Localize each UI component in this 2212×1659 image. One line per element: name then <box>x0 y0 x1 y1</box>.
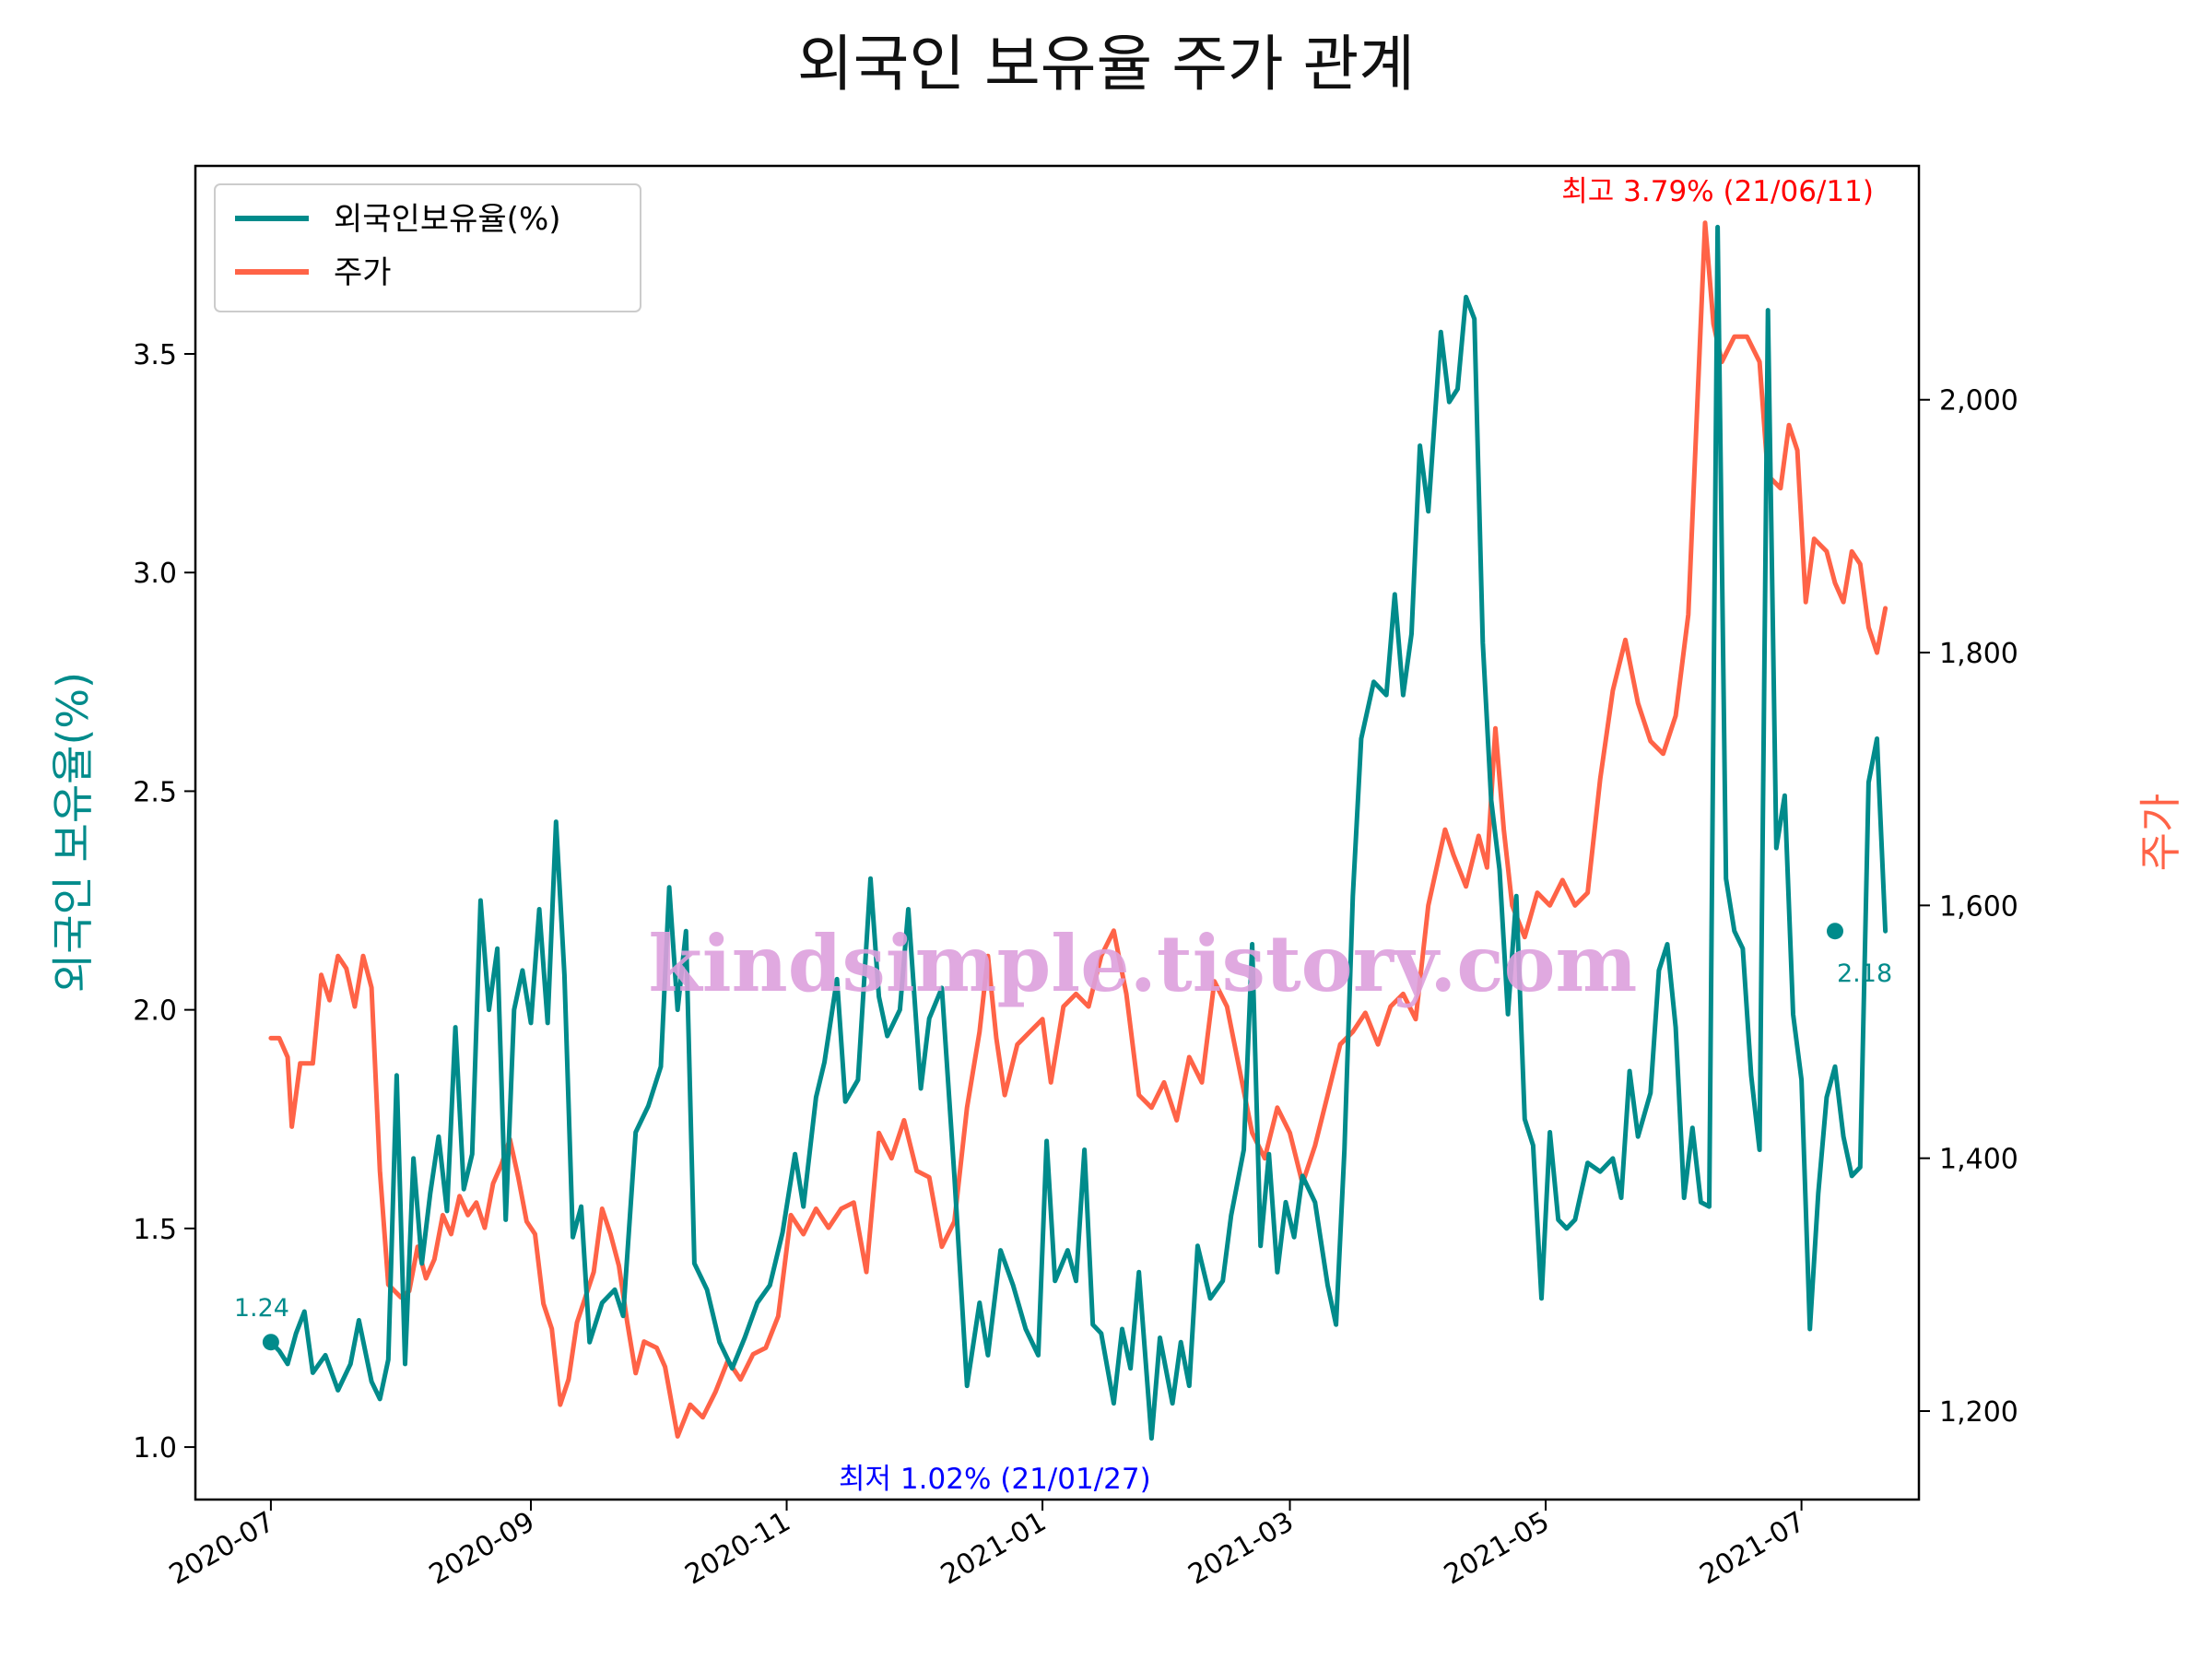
end-value-label: 2.18 <box>1837 959 1892 988</box>
start-point-marker <box>262 1334 279 1351</box>
x-tick-label-5: 2021-05 <box>1439 1506 1555 1592</box>
x-tick-label-1: 2020-09 <box>424 1506 540 1592</box>
x-tick-label-0: 2020-07 <box>164 1506 280 1592</box>
x-tick-label-6: 2021-07 <box>1695 1506 1811 1592</box>
watermark: kindsimple.tistory.com <box>649 918 1638 1009</box>
y-left-tick-label-1: 1.5 <box>133 1214 177 1246</box>
legend-label-price: 주가 <box>334 254 392 291</box>
holding-line <box>268 224 1888 1441</box>
min-annotation: 최저 1.02% (21/01/27) <box>839 1463 1151 1496</box>
y-left-label: 외국인 보유율(%) <box>48 672 98 993</box>
y-right-tick-label-3: 1,800 <box>1939 638 2018 670</box>
price-line <box>268 220 1888 1439</box>
legend-box <box>214 183 641 312</box>
start-value-label: 1.24 <box>234 1294 289 1323</box>
y-left-tick-label-5: 3.5 <box>133 339 177 371</box>
plot-frame <box>194 164 1921 1501</box>
chart-title: 외국인 보유율 주가 관계 <box>797 29 1415 100</box>
legend-label-holding: 외국인보유율(%) <box>334 201 561 238</box>
x-tick-label-3: 2021-01 <box>935 1506 1052 1592</box>
legend: 외국인보유율(%) 주가 <box>214 183 641 312</box>
end-point-marker <box>1827 923 1844 940</box>
y-left-tick-label-0: 1.0 <box>133 1432 177 1465</box>
y-left-tick-label-3: 2.5 <box>133 776 177 808</box>
y-right-tick-label-1: 1,400 <box>1939 1144 2018 1176</box>
y-left-tick-label-4: 3.0 <box>133 558 177 590</box>
y-right-tick-label-0: 1,200 <box>1939 1396 2018 1429</box>
x-tick-label-4: 2021-03 <box>1182 1506 1299 1592</box>
max-annotation: 최고 3.79% (21/06/11) <box>1561 175 1874 208</box>
y-right-tick-label-2: 1,600 <box>1939 890 2018 923</box>
x-tick-label-2: 2020-11 <box>679 1506 795 1592</box>
y-left-tick-label-2: 2.0 <box>133 995 177 1028</box>
y-right-tick-label-4: 2,000 <box>1939 385 2018 418</box>
y-right-label: 주가 <box>2136 794 2185 872</box>
